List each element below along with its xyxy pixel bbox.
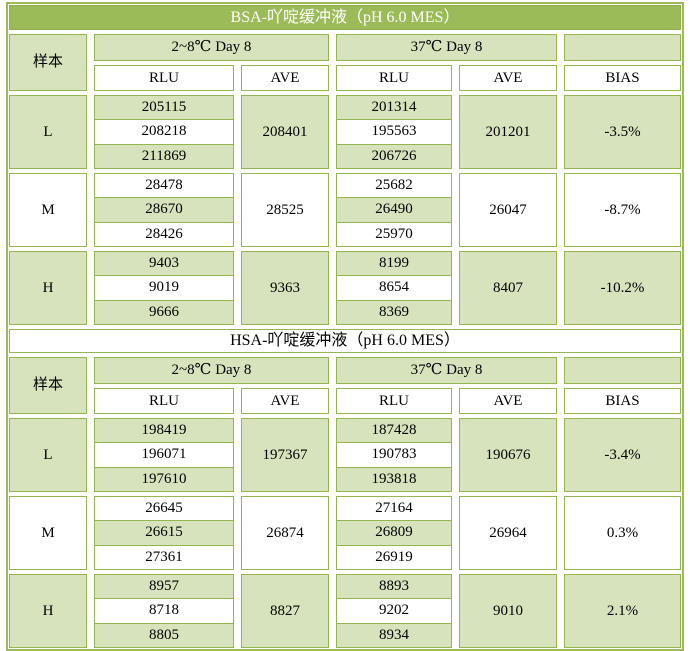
rlu-replicates: 9403 9019 9666: [94, 251, 234, 325]
rlu-replicates: 27164 26809 26919: [336, 496, 452, 570]
rlu-replicates: 205115 208218 211869: [94, 95, 234, 169]
rlu-value: 28426: [94, 221, 234, 247]
ave-value: 26047: [459, 173, 557, 247]
ave-header: AVE: [459, 388, 557, 414]
bias-value: -10.2%: [564, 251, 681, 325]
ave-header: AVE: [459, 65, 557, 91]
rlu-replicates: 187428 190783 193818: [336, 418, 452, 492]
rlu-value: 25682: [336, 173, 452, 199]
sample-column-header: 样本: [9, 357, 87, 414]
rlu-replicates: 25682 26490 25970: [336, 173, 452, 247]
ave-value: 28525: [241, 173, 329, 247]
ave-value: 8407: [459, 251, 557, 325]
rlu-value: 28670: [94, 197, 234, 223]
ave-value: 208401: [241, 95, 329, 169]
rlu-replicates: 8893 9202 8934: [336, 574, 452, 648]
ave-value: 8827: [241, 574, 329, 648]
rlu-value: 8893: [336, 574, 452, 600]
rlu-value: 190783: [336, 442, 452, 468]
header-spacer-cell: [564, 34, 681, 61]
ave-value: 190676: [459, 418, 557, 492]
temp-group-header-37c: 37℃ Day 8: [336, 357, 557, 384]
sample-column-header: 样本: [9, 34, 87, 91]
ave-value: 201201: [459, 95, 557, 169]
rlu-header: RLU: [94, 65, 234, 91]
temp-group-header-2-8c: 2~8℃ Day 8: [94, 357, 329, 384]
row-label: L: [9, 418, 87, 492]
header-spacer-cell: [564, 357, 681, 384]
ave-value: 26964: [459, 496, 557, 570]
rlu-header: RLU: [336, 65, 452, 91]
rlu-replicates: 28478 28670 28426: [94, 173, 234, 247]
rlu-value: 27361: [94, 544, 234, 570]
stability-results-table: BSA-吖啶缓冲液（pH 6.0 MES） 样本 2~8℃ Day 8 37℃ …: [6, 2, 684, 651]
ave-value: 9363: [241, 251, 329, 325]
rlu-value: 8718: [94, 598, 234, 624]
section-title-bsa: BSA-吖啶缓冲液（pH 6.0 MES）: [9, 5, 681, 30]
bias-value: 2.1%: [564, 574, 681, 648]
ave-value: 197367: [241, 418, 329, 492]
rlu-value: 8805: [94, 622, 234, 648]
rlu-value: 27164: [336, 496, 452, 522]
ave-value: 26874: [241, 496, 329, 570]
rlu-value: 9666: [94, 299, 234, 325]
rlu-value: 198419: [94, 418, 234, 444]
rlu-replicates: 201314 195563 206726: [336, 95, 452, 169]
rlu-replicates: 8199 8654 8369: [336, 251, 452, 325]
bias-header: BIAS: [564, 388, 681, 414]
section-title-hsa: HSA-吖啶缓冲液（pH 6.0 MES）: [9, 329, 681, 353]
table-grid: BSA-吖啶缓冲液（pH 6.0 MES） 样本 2~8℃ Day 8 37℃ …: [8, 4, 682, 649]
rlu-value: 205115: [94, 95, 234, 121]
row-label: L: [9, 95, 87, 169]
rlu-value: 195563: [336, 119, 452, 145]
ave-header: AVE: [241, 65, 329, 91]
rlu-value: 9019: [94, 275, 234, 301]
bias-value: -8.7%: [564, 173, 681, 247]
rlu-value: 208218: [94, 119, 234, 145]
rlu-value: 193818: [336, 466, 452, 492]
bias-header: BIAS: [564, 65, 681, 91]
rlu-value: 25970: [336, 221, 452, 247]
rlu-header: RLU: [94, 388, 234, 414]
rlu-value: 9403: [94, 251, 234, 277]
rlu-value: 26490: [336, 197, 452, 223]
rlu-value: 206726: [336, 143, 452, 169]
temp-group-header-2-8c: 2~8℃ Day 8: [94, 34, 329, 61]
rlu-value: 28478: [94, 173, 234, 199]
ave-header: AVE: [241, 388, 329, 414]
rlu-value: 8199: [336, 251, 452, 277]
row-label: H: [9, 251, 87, 325]
rlu-replicates: 198419 196071 197610: [94, 418, 234, 492]
ave-value: 9010: [459, 574, 557, 648]
rlu-value: 26615: [94, 520, 234, 546]
rlu-value: 211869: [94, 143, 234, 169]
rlu-value: 26919: [336, 544, 452, 570]
row-label: M: [9, 173, 87, 247]
rlu-value: 8934: [336, 622, 452, 648]
rlu-replicates: 26645 26615 27361: [94, 496, 234, 570]
rlu-value: 8369: [336, 299, 452, 325]
rlu-value: 8654: [336, 275, 452, 301]
bias-value: -3.4%: [564, 418, 681, 492]
rlu-value: 9202: [336, 598, 452, 624]
temp-group-header-37c: 37℃ Day 8: [336, 34, 557, 61]
rlu-value: 197610: [94, 466, 234, 492]
rlu-value: 187428: [336, 418, 452, 444]
rlu-value: 8957: [94, 574, 234, 600]
rlu-header: RLU: [336, 388, 452, 414]
row-label: H: [9, 574, 87, 648]
rlu-replicates: 8957 8718 8805: [94, 574, 234, 648]
rlu-value: 26645: [94, 496, 234, 522]
bias-value: -3.5%: [564, 95, 681, 169]
rlu-value: 201314: [336, 95, 452, 121]
bias-value: 0.3%: [564, 496, 681, 570]
row-label: M: [9, 496, 87, 570]
rlu-value: 196071: [94, 442, 234, 468]
rlu-value: 26809: [336, 520, 452, 546]
